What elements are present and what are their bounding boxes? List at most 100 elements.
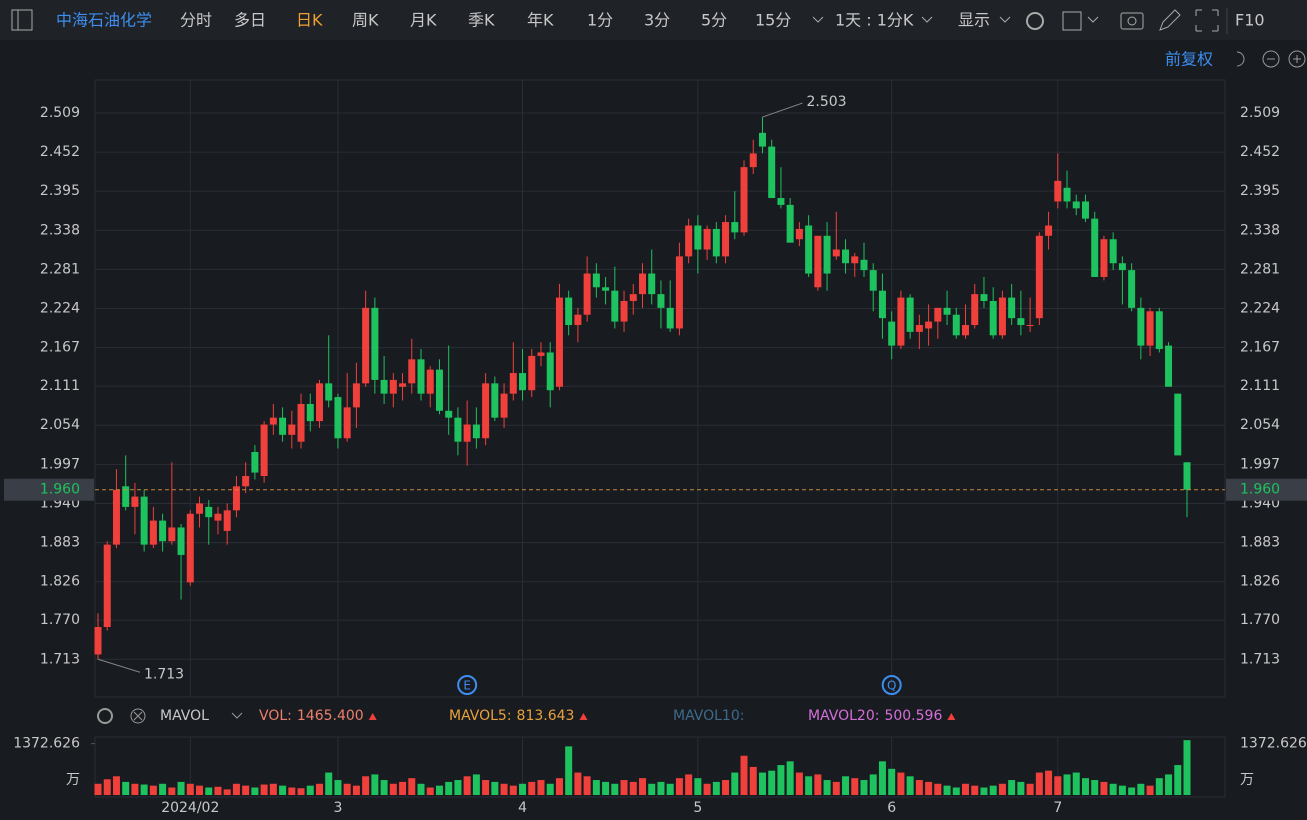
- x-tick-label: 4: [518, 800, 527, 816]
- volume-bar: [860, 780, 868, 795]
- volume-bar: [897, 772, 905, 795]
- tab[interactable]: 年K: [527, 11, 554, 30]
- candle-body: [417, 359, 425, 394]
- pen-icon[interactable]: [1159, 9, 1181, 31]
- candle-body: [205, 506, 213, 518]
- y-tick-label-right: 2.452: [1240, 144, 1280, 160]
- adjust-mode[interactable]: 前复权: [1165, 50, 1213, 69]
- volume-bar: [574, 772, 582, 795]
- tab[interactable]: 月K: [410, 11, 437, 30]
- candle-body: [971, 294, 979, 326]
- zoom-in-icon[interactable]: [1288, 50, 1306, 68]
- candle-body: [1137, 307, 1145, 346]
- y-tick-label: 2.281: [40, 261, 80, 277]
- candle-body: [639, 273, 646, 295]
- x-tick-label: 7: [1053, 800, 1062, 816]
- settings-icon[interactable]: [1026, 12, 1044, 30]
- indicator-close[interactable]: [130, 708, 146, 724]
- camera-icon[interactable]: [1120, 12, 1144, 30]
- tab[interactable]: 日K: [296, 11, 323, 30]
- volume-bar: [1026, 783, 1034, 795]
- volume-bar: [980, 787, 988, 795]
- volume-bar: [399, 781, 407, 795]
- candle-body: [352, 383, 360, 408]
- candle-body: [140, 496, 148, 545]
- tab[interactable]: 5分: [701, 11, 727, 30]
- tab[interactable]: 分时: [180, 11, 212, 30]
- candle-body: [823, 235, 831, 274]
- candle-body: [288, 424, 296, 435]
- price-tag-right-text: 1.960: [1240, 482, 1280, 498]
- tab[interactable]: 周K: [352, 11, 379, 30]
- tab[interactable]: 3分: [644, 11, 670, 30]
- tab[interactable]: 1天 : 1分K: [835, 11, 914, 30]
- candle-body: [851, 256, 859, 264]
- candle-body: [168, 527, 176, 542]
- undo-icon[interactable]: [1236, 51, 1245, 67]
- y-tick-label-right: 2.167: [1240, 340, 1280, 356]
- volume-bar: [1155, 778, 1163, 795]
- chevron[interactable]: [1087, 16, 1099, 23]
- y-tick-label: 2.111: [40, 378, 80, 394]
- chevron[interactable]: [921, 16, 933, 23]
- candle-body: [1174, 393, 1182, 456]
- candle-body: [1017, 318, 1025, 326]
- candle-body: [408, 359, 416, 384]
- volume-bar: [112, 776, 120, 795]
- price-tag-right: [1226, 478, 1307, 501]
- indicator-settings[interactable]: [97, 708, 113, 724]
- indicator: MAVOL10:: [673, 708, 744, 724]
- volume-bar: [186, 783, 194, 795]
- candle-body: [703, 228, 711, 250]
- volume-bar: [943, 785, 951, 795]
- tab[interactable]: 多日: [234, 11, 266, 30]
- volume-bar: [509, 785, 517, 795]
- candle-body: [306, 403, 314, 422]
- stock-title[interactable]: 中海石油化学: [56, 11, 152, 30]
- volume-bar: [998, 783, 1006, 795]
- event-marker[interactable]: [457, 675, 478, 695]
- volume-unit-right: 万: [1240, 772, 1254, 788]
- camera-lens: [1127, 16, 1137, 26]
- volume-bar: [325, 772, 333, 795]
- candle-body: [565, 297, 573, 326]
- volume-bar: [315, 783, 323, 795]
- tab[interactable]: 显示: [958, 11, 990, 30]
- candle-body: [888, 321, 896, 346]
- candle-body: [832, 249, 840, 257]
- chevron[interactable]: [999, 16, 1011, 23]
- volume-bar: [823, 780, 831, 795]
- fullscreen-icon[interactable]: [1195, 9, 1219, 32]
- indicator-name[interactable]: MAVOL: [160, 708, 209, 724]
- menu-icon[interactable]: [11, 9, 33, 31]
- zoom-out-icon[interactable]: [1262, 50, 1280, 68]
- volume-bar: [140, 784, 148, 795]
- volume-bar: [915, 780, 923, 795]
- low-pointer: [97, 658, 141, 673]
- volume-bar: [103, 779, 111, 795]
- volume-bar: [232, 783, 240, 795]
- chevron[interactable]: [812, 16, 824, 23]
- candle-body: [1063, 187, 1071, 202]
- volume-bar: [768, 770, 776, 795]
- volume-bar: [1091, 780, 1099, 795]
- event-label: Q: [887, 679, 896, 693]
- tab[interactable]: 15分: [755, 11, 791, 30]
- tab[interactable]: 1分: [587, 11, 613, 30]
- tab[interactable]: F10: [1235, 11, 1265, 30]
- candle-body: [445, 410, 453, 418]
- box-icon[interactable]: [1062, 11, 1082, 31]
- candle-body: [731, 222, 739, 233]
- candle-body: [620, 300, 628, 322]
- candle-body: [722, 222, 730, 257]
- candle-body: [998, 297, 1006, 336]
- volume-bar: [214, 786, 222, 795]
- candle-body: [214, 513, 222, 521]
- indicator: MAVOL20: 500.596: [808, 708, 942, 724]
- chevron[interactable]: [231, 712, 243, 719]
- candle-body: [519, 373, 527, 391]
- tab[interactable]: 季K: [468, 11, 495, 30]
- volume-unit: 万: [66, 772, 80, 788]
- volume-bar: [334, 780, 342, 795]
- event-marker[interactable]: [881, 675, 902, 695]
